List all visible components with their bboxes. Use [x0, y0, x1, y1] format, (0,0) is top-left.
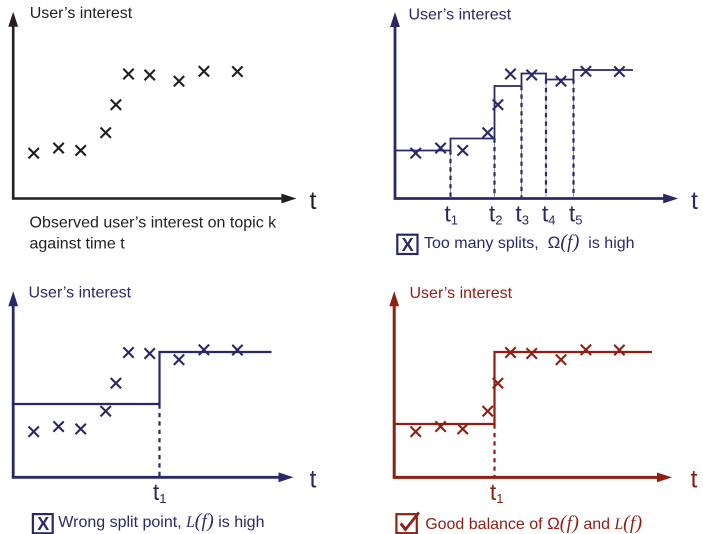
svg-text:t: t	[691, 187, 698, 215]
svg-text:t1: t1	[490, 479, 504, 506]
svg-text:User’s interest: User’s interest	[409, 7, 512, 24]
svg-text:t5: t5	[569, 201, 583, 228]
svg-text:t1: t1	[444, 201, 458, 228]
svg-text:X: X	[402, 235, 414, 255]
svg-text:t2: t2	[489, 201, 503, 228]
svg-text:t: t	[310, 187, 317, 215]
svg-text:against time t: against time t	[30, 236, 126, 253]
svg-text:User’s interest: User’s interest	[29, 284, 132, 301]
svg-text:User’s interest: User’s interest	[30, 5, 133, 22]
svg-text:t: t	[691, 466, 698, 494]
svg-text:X: X	[37, 514, 49, 534]
svg-text:Good balance of Ω(f) and L(f): Good balance of Ω(f) and L(f)	[425, 513, 642, 534]
svg-text:t4: t4	[542, 201, 556, 228]
svg-text:Wrong split point, L(f) is hig: Wrong split point, L(f) is high	[58, 511, 264, 532]
svg-text:t: t	[310, 466, 317, 494]
svg-text:Observed user’s interest on to: Observed user’s interest on topic k	[30, 215, 278, 232]
svg-text:Too many splits, Ω(f) is hig: Too many splits, Ω(f) is high	[424, 232, 635, 253]
svg-text:t3: t3	[515, 201, 529, 228]
svg-text:User’s interest: User’s interest	[410, 285, 513, 302]
svg-text:t1: t1	[153, 479, 167, 506]
